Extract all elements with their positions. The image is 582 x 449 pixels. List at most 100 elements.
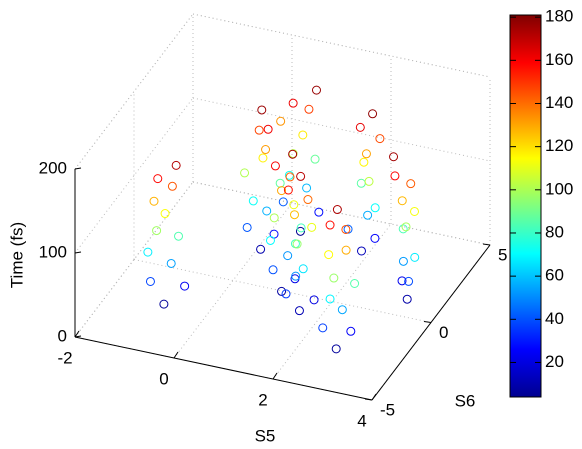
x-tick [74,330,80,338]
point [375,134,385,144]
colorbar-tick-label: 60 [545,266,564,285]
point [404,276,414,286]
point [304,104,314,114]
point [389,152,399,162]
point [285,172,295,182]
point [357,246,366,256]
x-axis-label: S5 [255,426,276,445]
colorbar-tick-label: 120 [545,136,573,155]
y-tick-label: 0 [439,323,448,342]
point [356,178,366,188]
point [346,326,356,336]
x-tick [173,351,179,359]
point [401,222,411,232]
point [296,223,306,233]
colorbar-tick-label: 180 [545,7,573,26]
point [329,273,339,283]
point [288,98,298,108]
point [275,178,285,188]
colorbar-tick-label: 160 [545,50,573,69]
point [153,174,163,184]
point [263,124,273,134]
point [370,233,380,243]
x-tick-label: -2 [57,348,72,367]
point [370,203,380,213]
grid-line [272,223,392,380]
point [289,200,299,210]
z-tick-label: 100 [39,242,67,261]
point [397,196,407,206]
point [324,250,334,260]
y-tick [364,398,373,401]
point [331,344,341,354]
x-axis [74,336,373,401]
point [402,294,412,304]
box-edge [192,13,491,78]
point [291,271,301,281]
grid-line [74,13,194,170]
point [242,222,252,232]
point [262,206,272,216]
z-axis-label: Time (fs) [7,222,26,288]
point [307,222,317,232]
point [160,209,170,219]
point [390,171,400,181]
box-edge [192,181,491,246]
point [180,281,190,291]
point [397,276,407,286]
point [270,161,280,171]
point [363,210,373,220]
point [152,226,162,236]
z-tick-label: 0 [58,326,67,345]
y-tick-label: 5 [498,245,507,264]
point [167,181,177,191]
point [159,299,169,309]
point [276,116,286,126]
point [166,258,176,268]
y-tick [482,243,491,246]
z-tick [74,335,82,338]
point [292,239,302,249]
point [145,276,155,286]
colorbar-tick-label: 80 [545,222,564,241]
y-axis-label: S6 [455,391,476,410]
point [361,149,371,159]
point [350,279,360,288]
point [296,171,306,181]
grid-line [74,181,194,338]
y-tick [423,321,432,323]
y-tick-label: -5 [380,400,395,419]
point [256,244,266,254]
point [332,205,342,215]
point [359,157,369,167]
point [258,153,268,163]
grid-line [192,181,491,246]
point [298,264,308,274]
z-tick [74,167,82,170]
point [368,109,378,119]
point [303,195,313,205]
point [410,252,420,262]
point [325,220,335,230]
point [277,286,287,296]
point [410,206,420,216]
point [314,207,324,217]
point [269,213,279,223]
x-tick-label: 4 [357,411,366,430]
point [278,197,288,207]
point [337,305,347,315]
x-tick [272,372,278,380]
point [294,306,304,316]
point [325,294,335,304]
point [283,185,293,195]
point [268,265,278,275]
colorbar-tick-label: 100 [545,179,573,198]
point [298,130,308,140]
point [318,323,328,333]
z-tick-label: 200 [39,158,67,177]
grid-line [74,97,194,254]
x-tick-label: 0 [159,369,168,388]
colorbar-tick-label: 140 [545,93,573,112]
point [295,226,305,236]
